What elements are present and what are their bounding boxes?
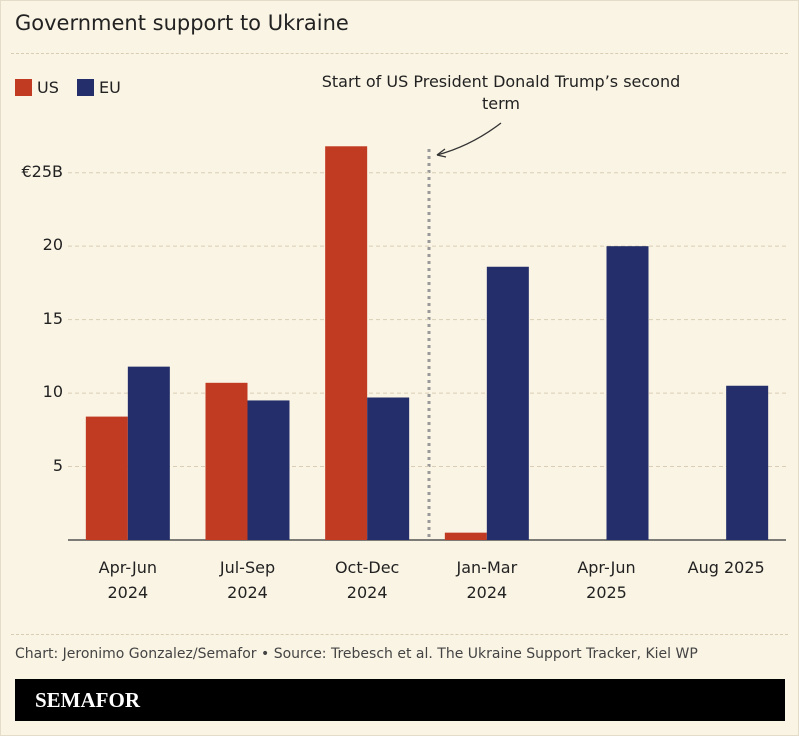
bar — [127, 366, 170, 540]
bar — [606, 246, 649, 540]
separator — [11, 634, 788, 635]
bar — [247, 400, 290, 540]
bar — [85, 416, 128, 540]
annotation-arrowhead — [436, 148, 447, 158]
annotation-arrow — [436, 122, 502, 156]
x-tick-label: Oct-Dec 2024 — [334, 558, 400, 602]
logo: SEMAFOR — [35, 688, 140, 712]
y-tick-label: €25B — [21, 161, 63, 181]
legend-swatch — [15, 79, 32, 96]
bar — [486, 266, 529, 540]
x-tick-label: Aug 2025 — [687, 558, 765, 577]
y-tick-label: 15 — [42, 308, 63, 328]
source-note: Chart: Jeronimo Gonzalez/Semafor • Sourc… — [15, 646, 698, 662]
y-tick-label: 5 — [52, 455, 63, 475]
x-tick-label: Jul-Sep 2024 — [219, 558, 276, 602]
bar — [325, 146, 368, 540]
legend-swatch — [77, 79, 94, 96]
x-tick-label: Jan-Mar 2024 — [456, 558, 518, 602]
bar — [205, 382, 248, 540]
bar — [444, 532, 487, 540]
x-tick-label: Apr-Jun 2025 — [577, 558, 636, 602]
annotation: Start of US President Donald Trump’s sec… — [321, 72, 681, 113]
bar — [726, 385, 769, 540]
legend-item: US — [15, 78, 59, 97]
legend-label: US — [37, 78, 59, 97]
x-tick-label: Apr-Jun 2024 — [98, 558, 157, 602]
y-tick-label: 10 — [42, 382, 63, 402]
bar — [367, 397, 410, 540]
chart-title: Government support to Ukraine — [15, 11, 349, 35]
logo-bar: SEMAFOR — [15, 679, 785, 721]
y-tick-label: 20 — [42, 235, 63, 255]
plot — [68, 122, 786, 541]
legend-item: EU — [77, 78, 121, 97]
legend-label: EU — [99, 78, 121, 97]
separator — [11, 53, 788, 54]
